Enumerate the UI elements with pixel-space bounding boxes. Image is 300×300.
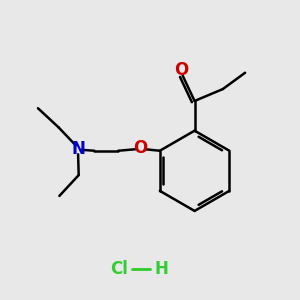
Text: N: N bbox=[71, 140, 85, 158]
Text: H: H bbox=[155, 260, 169, 278]
Text: O: O bbox=[174, 61, 188, 79]
Text: O: O bbox=[134, 139, 148, 157]
Text: Cl: Cl bbox=[110, 260, 128, 278]
